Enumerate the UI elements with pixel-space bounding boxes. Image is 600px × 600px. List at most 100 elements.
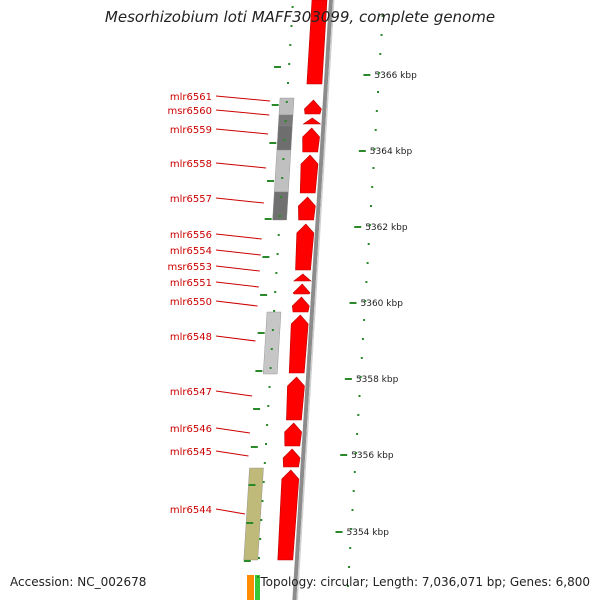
tick-dot xyxy=(280,196,282,198)
gene-leader-line xyxy=(215,335,256,342)
tick-dot xyxy=(363,319,366,321)
tick-dot xyxy=(263,462,266,464)
tick-dot xyxy=(348,566,350,568)
gene-leader-line xyxy=(215,109,270,116)
gene-label: mlr6547 xyxy=(170,387,212,398)
tick-dot xyxy=(378,72,381,74)
tick-dot xyxy=(359,376,362,378)
gene-label: mlr6556 xyxy=(170,230,212,241)
tick-dash xyxy=(246,522,254,524)
tick-dot xyxy=(373,148,376,150)
feature-block xyxy=(272,191,289,221)
gene-label: mlr6559 xyxy=(170,125,212,136)
tick-dot xyxy=(371,186,374,188)
gene-label: msr6560 xyxy=(167,106,212,117)
scale-label: 5356 kbp xyxy=(351,451,394,461)
tick-dash xyxy=(253,408,261,410)
tick-dot xyxy=(258,557,260,559)
scale-tick xyxy=(335,531,343,533)
tick-dot xyxy=(361,338,364,340)
gene-leader-line xyxy=(215,450,249,457)
scale-label: 5358 kbp xyxy=(356,375,399,385)
tick-dot xyxy=(267,405,270,407)
gene-leader-line xyxy=(215,95,271,102)
tick-dot xyxy=(259,538,262,540)
tick-dot xyxy=(266,424,269,426)
tick-dash xyxy=(248,484,256,486)
tick-dot xyxy=(356,433,359,435)
tick-dot xyxy=(352,490,355,492)
tick-dot xyxy=(256,576,259,578)
gene-arrow xyxy=(306,0,328,85)
page-title: Mesorhizobium loti MAFF303099, complete … xyxy=(104,8,496,26)
scale-tick xyxy=(349,302,357,304)
tick-dot xyxy=(289,44,292,46)
tick-dot xyxy=(270,348,273,350)
tick-dot xyxy=(355,452,357,454)
tick-dot xyxy=(269,367,272,369)
tick-dot xyxy=(276,253,279,255)
tick-dot xyxy=(364,300,367,302)
gene-label: mlr6554 xyxy=(170,246,212,257)
gene-leader-line xyxy=(215,300,258,307)
gene-leader-line xyxy=(215,281,259,288)
gene-arrow xyxy=(302,127,320,153)
tick-dot xyxy=(285,101,288,103)
gene-arrow xyxy=(292,283,311,295)
tick-dot xyxy=(274,291,277,293)
gene-leader-line xyxy=(215,233,262,240)
scale-tick xyxy=(354,226,362,228)
gene-leader-line xyxy=(215,265,260,272)
tick-dot xyxy=(281,177,284,179)
tick-dot xyxy=(271,329,274,331)
tick-dot xyxy=(367,243,370,245)
gene-label: mlr6550 xyxy=(170,297,212,308)
tick-dash xyxy=(262,256,270,258)
feature-block xyxy=(274,149,292,193)
tick-dot xyxy=(273,310,276,312)
tick-dot xyxy=(366,262,369,264)
tick-dot xyxy=(351,509,354,511)
tick-dot xyxy=(365,281,368,283)
genome-backbone-highlight xyxy=(296,0,335,600)
gene-leader-line xyxy=(215,197,264,204)
gene-arrow xyxy=(293,273,312,282)
accession-text: Accession: NC_002678 xyxy=(10,575,147,589)
tick-dot xyxy=(265,443,267,445)
tick-dot xyxy=(278,215,281,217)
genome-backbone xyxy=(292,0,333,600)
tick-dot xyxy=(275,272,278,274)
scale-label: 5354 kbp xyxy=(347,528,390,538)
gene-arrow xyxy=(299,154,319,194)
tick-dot xyxy=(261,500,264,502)
gene-arrow xyxy=(286,376,305,421)
gene-arrow xyxy=(304,99,322,115)
tick-dot xyxy=(374,129,377,131)
tick-dash xyxy=(274,66,281,68)
tick-dot xyxy=(370,205,372,207)
tick-dot xyxy=(287,82,289,84)
gene-arrow xyxy=(277,469,300,561)
tick-dot xyxy=(380,34,383,36)
gene-label: msr6553 xyxy=(167,262,212,273)
tick-dash xyxy=(267,180,274,182)
gene-leader-line xyxy=(215,162,267,169)
feature-block xyxy=(276,125,293,151)
tick-dot xyxy=(283,139,286,141)
tick-dash xyxy=(260,294,268,296)
gene-label: mlr6561 xyxy=(170,92,212,103)
tick-dot xyxy=(381,15,384,17)
gene-arrow xyxy=(288,314,309,374)
gene-leader-line xyxy=(215,390,253,397)
gene-label: mlr6551 xyxy=(170,278,212,289)
scale-tick xyxy=(358,150,366,152)
tick-dot xyxy=(291,6,294,8)
gene-arrow xyxy=(284,422,302,447)
tick-dot xyxy=(282,158,285,160)
scale-label: 5360 kbp xyxy=(361,299,404,309)
tick-dash xyxy=(250,446,258,448)
scale-label: 5364 kbp xyxy=(370,147,413,157)
tick-dash xyxy=(269,142,277,144)
tick-dash xyxy=(271,104,279,106)
